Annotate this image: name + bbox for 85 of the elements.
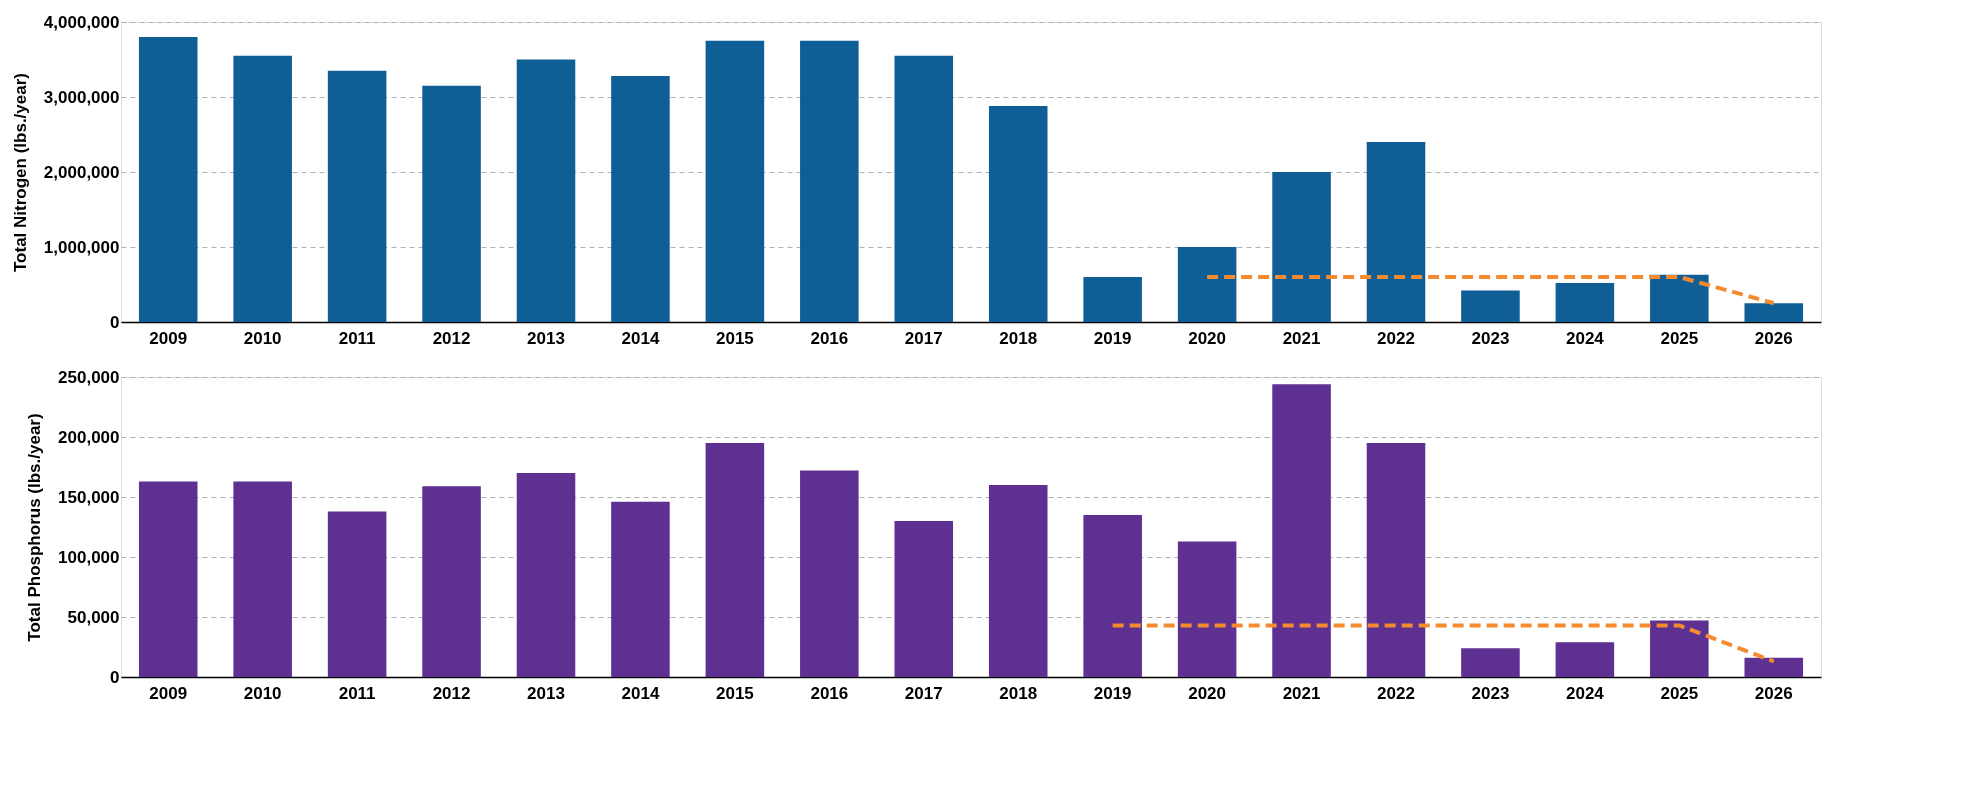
- bar: [1177, 247, 1237, 322]
- x-tick-label: 2011: [338, 328, 376, 348]
- x-tick-label: 2023: [1471, 683, 1510, 703]
- x-tick-label: 2026: [1754, 683, 1793, 703]
- x-tick-label: 2015: [715, 328, 754, 348]
- x-tick-label: 2021: [1282, 683, 1321, 703]
- y-tick-label: 0: [110, 312, 120, 332]
- x-tick-label: 2020: [1188, 683, 1227, 703]
- bar: [1366, 443, 1426, 677]
- y-tick-label: 100,000: [58, 547, 120, 567]
- x-tick-label: 2025: [1660, 328, 1699, 348]
- x-tick-label: 2020: [1188, 328, 1227, 348]
- x-tick-label: 2024: [1565, 683, 1605, 703]
- bar: [422, 486, 481, 677]
- bar: [611, 501, 670, 677]
- bar: [894, 521, 954, 677]
- x-tick-label: 2012: [432, 683, 471, 703]
- bar: [1272, 384, 1331, 677]
- x-tick-label: 2022: [1377, 328, 1415, 348]
- bar: [1650, 274, 1709, 322]
- x-tick-label: 2019: [1093, 328, 1132, 348]
- bar: [516, 59, 576, 322]
- bar: [894, 55, 954, 322]
- bar: [516, 473, 576, 677]
- x-tick-label: 2014: [621, 328, 660, 348]
- bar: [1555, 642, 1615, 677]
- bar: [800, 470, 859, 677]
- x-tick-label: 2023: [1471, 328, 1510, 348]
- bar: [988, 485, 1048, 677]
- x-tick-label: 2015: [715, 683, 754, 703]
- y-tick-label: 2,000,000: [43, 162, 120, 182]
- bar: [1083, 515, 1142, 677]
- bar: [327, 511, 387, 677]
- bar: [705, 443, 765, 677]
- x-tick-label: 2009: [149, 683, 188, 703]
- bar: [800, 40, 859, 322]
- bar: [705, 40, 765, 322]
- bar: [611, 76, 670, 322]
- bar: [988, 106, 1048, 322]
- y-tick-label: 150,000: [58, 487, 120, 507]
- bar: [1650, 620, 1709, 677]
- x-tick-label: 2026: [1754, 328, 1793, 348]
- y-tick-label: 50,000: [67, 607, 120, 627]
- x-tick-label: 2012: [432, 328, 471, 348]
- bar: [138, 37, 198, 322]
- x-tick-label: 2016: [810, 328, 849, 348]
- bar: [1366, 142, 1426, 322]
- x-tick-label: 2019: [1093, 683, 1132, 703]
- y-tick-label: 250,000: [58, 367, 120, 387]
- x-tick-label: 2022: [1377, 683, 1415, 703]
- x-tick-label: 2014: [621, 683, 660, 703]
- bar: [1461, 290, 1520, 322]
- x-tick-label: 2018: [999, 328, 1038, 348]
- x-tick-label: 2021: [1282, 328, 1321, 348]
- bar: [422, 85, 481, 322]
- bar: [1744, 657, 1804, 677]
- y-tick-label: 4,000,000: [43, 12, 120, 32]
- y-tick-label: 200,000: [58, 427, 120, 447]
- x-tick-label: 2010: [243, 328, 282, 348]
- x-tick-label: 2011: [338, 683, 376, 703]
- x-tick-label: 2013: [527, 328, 565, 348]
- bar: [1744, 303, 1804, 322]
- bar: [327, 70, 387, 322]
- x-tick-label: 2013: [527, 683, 565, 703]
- x-tick-label: 2017: [904, 683, 943, 703]
- bar: [1177, 541, 1237, 677]
- y-tick-label: 0: [110, 667, 120, 687]
- x-tick-label: 2016: [810, 683, 849, 703]
- bar: [1083, 277, 1142, 322]
- bar: [233, 481, 292, 677]
- y-axis-title: Total Phosphorus (lbs./year): [25, 413, 45, 642]
- x-tick-label: 2017: [904, 328, 943, 348]
- bar: [1461, 648, 1520, 677]
- bar: [1555, 283, 1615, 322]
- y-tick-label: 3,000,000: [43, 87, 120, 107]
- x-tick-label: 2025: [1660, 683, 1699, 703]
- bar: [138, 481, 198, 677]
- x-tick-label: 2009: [149, 328, 188, 348]
- bar: [1272, 172, 1331, 322]
- y-tick-label: 1,000,000: [43, 237, 120, 257]
- x-tick-label: 2010: [243, 683, 282, 703]
- x-tick-label: 2024: [1565, 328, 1605, 348]
- bar: [233, 55, 292, 322]
- x-tick-label: 2018: [999, 683, 1038, 703]
- y-axis-title: Total Nitrogen (lbs./year): [10, 73, 30, 272]
